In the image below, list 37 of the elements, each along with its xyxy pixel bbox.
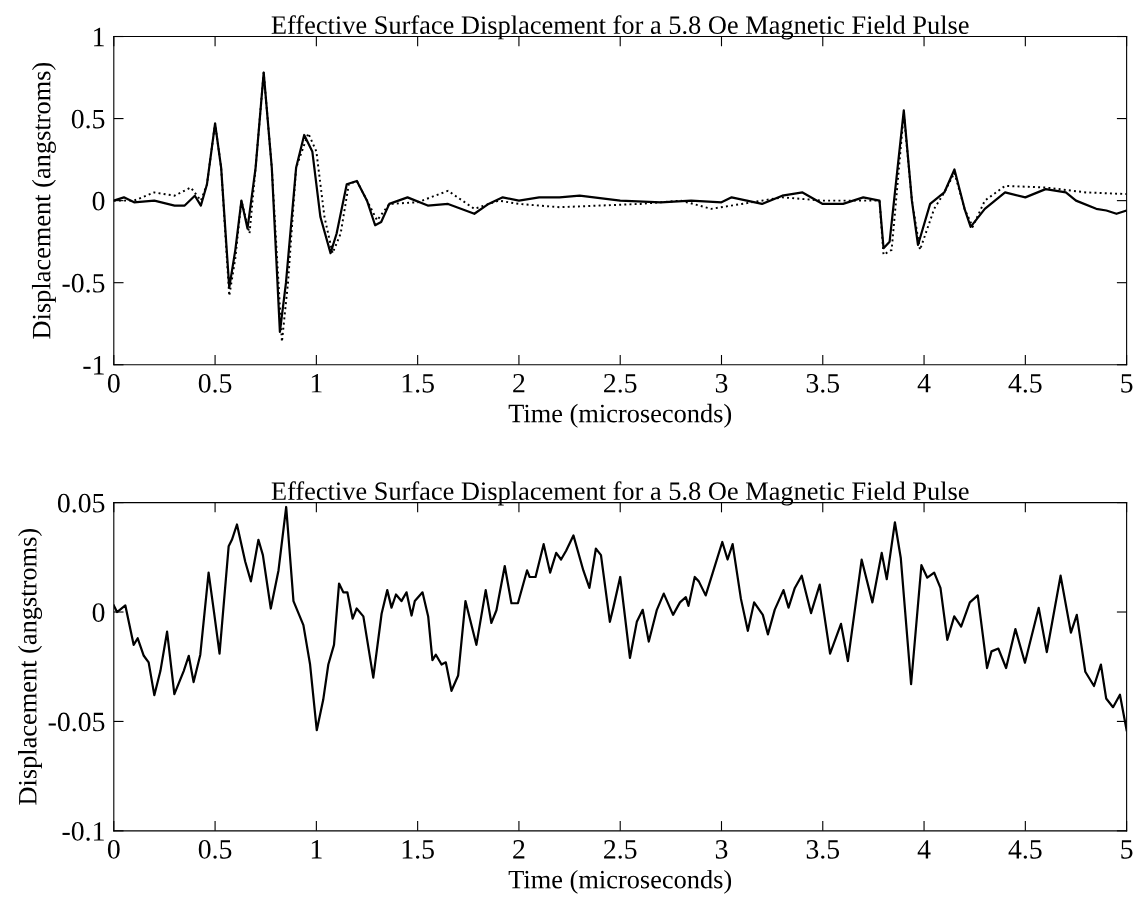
x-tick-label: 3 bbox=[715, 840, 728, 859]
x-tick-label: 4 bbox=[917, 840, 931, 859]
x-tick-label: 3.5 bbox=[806, 840, 840, 859]
y-tick-label: 0 bbox=[92, 191, 105, 211]
y-tick-label: 0.5 bbox=[71, 109, 105, 129]
chart-title: Effective Surface Displacement for a 5.8 Oe Magnetic Field Pulse bbox=[271, 481, 969, 506]
y-tick-label: 0 bbox=[92, 603, 105, 622]
x-tick-label: 1 bbox=[311, 840, 322, 859]
x-axis-title: Time (microseconds) bbox=[508, 403, 732, 428]
y-axis-title: Displacement (angstroms) bbox=[31, 62, 56, 339]
x-tick-label: 5 bbox=[1121, 374, 1133, 393]
x-tick-label: 2.5 bbox=[604, 840, 637, 859]
x-tick-label: 4.5 bbox=[1008, 374, 1042, 393]
y-tick-label: -0.1 bbox=[62, 822, 104, 841]
x-tick-label: 1.5 bbox=[402, 374, 434, 393]
y-tick-label: -0.05 bbox=[48, 712, 105, 732]
x-tick-label: 0.5 bbox=[198, 373, 232, 393]
chart-title: Effective Surface Displacement for a 5.8 Oe Magnetic Field Pulse bbox=[271, 15, 969, 40]
x-tick-label: 0 bbox=[107, 839, 120, 859]
y-tick-label: 1 bbox=[94, 27, 104, 47]
y-tick-label: -0.5 bbox=[62, 273, 105, 293]
y-axis-title: Displacement (angstroms) bbox=[18, 529, 43, 805]
x-tick-label: 4.5 bbox=[1008, 840, 1042, 859]
y-tick-label: -1 bbox=[83, 356, 104, 375]
x-tick-label: 1.5 bbox=[402, 840, 434, 859]
x-tick-label: 0.5 bbox=[198, 839, 232, 859]
x-tick-label: 0 bbox=[107, 373, 120, 393]
x-tick-label: 2.5 bbox=[604, 373, 637, 393]
x-tick-label: 4 bbox=[917, 374, 931, 393]
x-tick-label: 3.5 bbox=[806, 373, 840, 393]
y-tick-label: 0.05 bbox=[57, 493, 105, 513]
x-axis-title: Time (microseconds) bbox=[508, 869, 732, 894]
x-tick-label: 3 bbox=[715, 373, 728, 393]
x-tick-label: 2 bbox=[513, 373, 525, 393]
x-tick-label: 1 bbox=[311, 374, 322, 393]
x-tick-label: 5 bbox=[1121, 840, 1133, 859]
x-tick-label: 2 bbox=[513, 840, 525, 859]
